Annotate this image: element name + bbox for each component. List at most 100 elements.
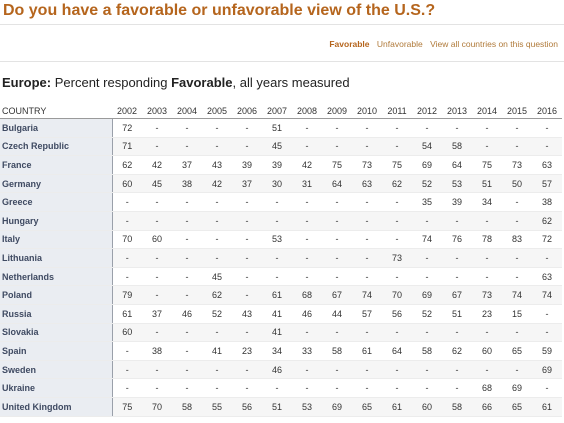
divider: [0, 61, 564, 62]
value-cell: 75: [322, 155, 352, 175]
value-cell: 39: [262, 155, 292, 175]
value-cell: -: [442, 118, 472, 138]
column-header-year: 2013: [442, 103, 472, 119]
value-cell: -: [322, 118, 352, 138]
table-body: Bulgaria 72- - - -51- - - - - - - - - Czech Republic 7…: [0, 118, 562, 417]
value-cell: -: [172, 285, 202, 305]
value-cell: -: [172, 341, 202, 361]
value-cell: 75: [112, 397, 142, 417]
value-cell: 31: [292, 174, 322, 194]
value-cell: 62: [202, 285, 232, 305]
value-cell: 38: [532, 192, 562, 212]
value-cell: 63: [532, 155, 562, 175]
value-cell: 38: [172, 174, 202, 194]
value-cell: -: [382, 137, 412, 157]
value-cell: -: [322, 323, 352, 343]
value-cell: -: [172, 118, 202, 138]
value-cell: 72: [112, 118, 142, 138]
country-cell: Spain: [0, 341, 113, 361]
table-row: Hungary - - - - - - - - - - - - - -62: [0, 211, 562, 231]
value-cell: 62: [532, 211, 562, 231]
value-cell: -: [412, 378, 442, 398]
column-header-year: 2010: [352, 103, 382, 119]
value-cell: 58: [172, 397, 202, 417]
column-header-year: 2014: [472, 103, 502, 119]
value-cell: 55: [202, 397, 232, 417]
country-cell: Ukraine: [0, 378, 113, 398]
value-cell: 58: [442, 397, 472, 417]
favorable-link[interactable]: Favorable: [329, 39, 370, 49]
value-cell: 61: [262, 285, 292, 305]
value-cell: 58: [442, 137, 472, 157]
value-cell: 75: [472, 155, 502, 175]
value-cell: 68: [292, 285, 322, 305]
value-cell: -: [292, 248, 322, 268]
unfavorable-link[interactable]: Unfavorable: [376, 39, 423, 49]
value-cell: -: [502, 323, 532, 343]
value-cell: -: [112, 360, 142, 380]
column-header-year: 2003: [142, 103, 172, 119]
value-cell: -: [232, 323, 262, 343]
value-cell: -: [442, 211, 472, 231]
data-table: COUNTRY 2002 2003 2004 2005 2006 2007 2008 2009…: [0, 103, 562, 417]
column-header-year: 2006: [232, 103, 262, 119]
value-cell: -: [352, 267, 382, 287]
country-cell: Hungary: [0, 211, 113, 231]
value-cell: -: [232, 267, 262, 287]
column-header-year: 2004: [172, 103, 202, 119]
value-cell: -: [262, 211, 292, 231]
country-cell: Bulgaria: [0, 118, 113, 138]
value-cell: 37: [172, 155, 202, 175]
value-cell: 34: [472, 192, 502, 212]
value-cell: -: [322, 211, 352, 231]
view-all-countries-link[interactable]: View all countries on this question: [430, 39, 558, 49]
value-cell: -: [292, 192, 322, 212]
value-cell: -: [292, 230, 322, 250]
value-cell: 51: [262, 118, 292, 138]
table-row: Lithuania - - - - - - - - -73- - - - -: [0, 248, 562, 268]
value-cell: 53: [262, 230, 292, 250]
table-row: Poland 79- -62-61 68 67 74 70 69 67 73 74 74: [0, 285, 562, 305]
value-cell: 23: [232, 341, 262, 361]
value-cell: -: [442, 267, 472, 287]
value-cell: 15: [502, 304, 532, 324]
value-cell: 62: [112, 155, 142, 175]
column-header-country: COUNTRY: [0, 103, 112, 119]
value-cell: 23: [472, 304, 502, 324]
value-cell: -: [382, 267, 412, 287]
value-cell: 70: [142, 397, 172, 417]
value-cell: -: [112, 211, 142, 231]
value-cell: -: [142, 118, 172, 138]
value-cell: 42: [292, 155, 322, 175]
value-cell: -: [382, 230, 412, 250]
value-cell: 63: [352, 174, 382, 194]
value-cell: 39: [232, 155, 262, 175]
value-cell: 73: [352, 155, 382, 175]
value-cell: 30: [262, 174, 292, 194]
value-cell: -: [322, 248, 352, 268]
value-cell: 45: [142, 174, 172, 194]
value-cell: -: [202, 230, 232, 250]
value-cell: -: [232, 248, 262, 268]
table-row: United Kingdom 75 70 58 55 56 51 53 69 65 61 60 58 66…: [0, 397, 562, 417]
value-cell: -: [442, 323, 472, 343]
value-cell: -: [112, 192, 142, 212]
value-cell: 68: [472, 378, 502, 398]
value-cell: -: [352, 211, 382, 231]
value-cell: 45: [262, 137, 292, 157]
value-cell: 46: [262, 360, 292, 380]
value-cell: 64: [382, 341, 412, 361]
value-cell: 37: [232, 174, 262, 194]
value-cell: -: [232, 211, 262, 231]
value-cell: -: [532, 304, 562, 324]
value-cell: 46: [172, 304, 202, 324]
value-cell: -: [292, 211, 322, 231]
value-cell: -: [502, 192, 532, 212]
value-cell: -: [172, 378, 202, 398]
value-cell: 69: [532, 360, 562, 380]
country-cell: Germany: [0, 174, 113, 194]
value-cell: -: [142, 285, 172, 305]
value-cell: -: [472, 211, 502, 231]
table-row: France 62 42 37 43 39 39 42 75 73 75 69 64 75 73 63: [0, 155, 562, 175]
value-cell: -: [142, 267, 172, 287]
